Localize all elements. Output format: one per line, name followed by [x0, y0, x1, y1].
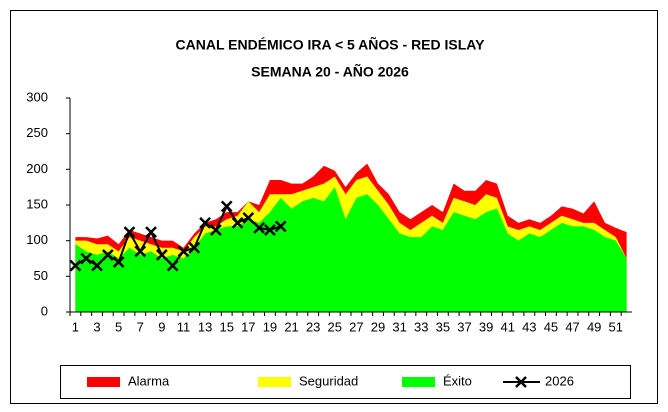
point-marker	[188, 241, 201, 254]
x-tick-label: 11	[177, 319, 191, 334]
y-tick-label: 200	[26, 161, 48, 176]
area	[75, 187, 627, 312]
x-tick-label: 21	[284, 319, 298, 334]
x-tick-label: 37	[457, 319, 471, 334]
x-tick-label: 29	[371, 319, 385, 334]
legend-swatch	[402, 377, 435, 387]
point-marker	[80, 252, 93, 265]
x-tick-label: 45	[544, 319, 558, 334]
x-tick-label: 41	[500, 319, 514, 334]
x-tick-label: 35	[436, 319, 450, 334]
legend-label: Alarma	[128, 373, 170, 388]
point-marker	[166, 259, 179, 272]
x-tick-label: 31	[392, 319, 406, 334]
point-marker	[91, 259, 103, 272]
point-marker	[123, 226, 136, 238]
x-tick-label: 17	[241, 319, 255, 334]
point-marker	[101, 249, 114, 261]
x-tick-label: 15	[219, 319, 233, 334]
y-tick-label: 150	[26, 196, 48, 211]
point-marker	[199, 216, 211, 229]
legend-swatch	[258, 377, 291, 387]
x-tick-label: 7	[137, 319, 144, 334]
x-tick-label: 49	[587, 319, 601, 334]
x-tick-label: 25	[328, 319, 342, 334]
chart-subtitle: SEMANA 20 - AÑO 2026	[251, 63, 409, 80]
x-tick-label: 3	[93, 319, 100, 334]
x-tick-label: 39	[479, 319, 493, 334]
x-tick-label: 23	[306, 319, 320, 334]
point-marker	[155, 249, 168, 261]
legend-swatch	[87, 377, 120, 387]
y-tick-label: 100	[26, 232, 48, 247]
chart-title: CANAL ENDÉMICO IRA < 5 AÑOS - RED ISLAY	[176, 36, 486, 53]
point-marker	[210, 224, 222, 236]
x-tick-label: 51	[609, 319, 623, 334]
x-tick-label: 47	[565, 319, 579, 334]
point-marker	[177, 245, 190, 258]
x-tick-label: 33	[414, 319, 428, 334]
y-tick-label: 250	[26, 125, 48, 140]
point-marker	[253, 221, 266, 234]
point-marker	[112, 256, 125, 268]
y-tick-label: 300	[26, 89, 48, 104]
x-tick-label: 13	[198, 319, 212, 334]
point-marker	[231, 216, 244, 229]
legend-label: 2026	[545, 373, 574, 388]
point-marker	[274, 220, 287, 233]
legend-marker	[515, 376, 527, 388]
x-tick-label: 43	[522, 319, 536, 334]
point-marker	[264, 224, 276, 236]
x-tick-label: 19	[263, 319, 277, 334]
point-marker	[242, 211, 255, 224]
x-tick-label: 9	[158, 319, 165, 334]
y-tick-label: 50	[34, 268, 48, 283]
point-marker	[69, 259, 82, 272]
legend-label: Éxito	[443, 373, 472, 388]
y-tick-label: 0	[41, 303, 48, 318]
point-marker	[220, 200, 233, 213]
point-marker	[145, 226, 157, 238]
x-tick-label: 1	[72, 319, 79, 334]
point-marker	[134, 245, 147, 258]
x-tick-label: 5	[115, 319, 122, 334]
legend-label: Seguridad	[299, 373, 358, 388]
x-tick-label: 27	[349, 319, 363, 334]
